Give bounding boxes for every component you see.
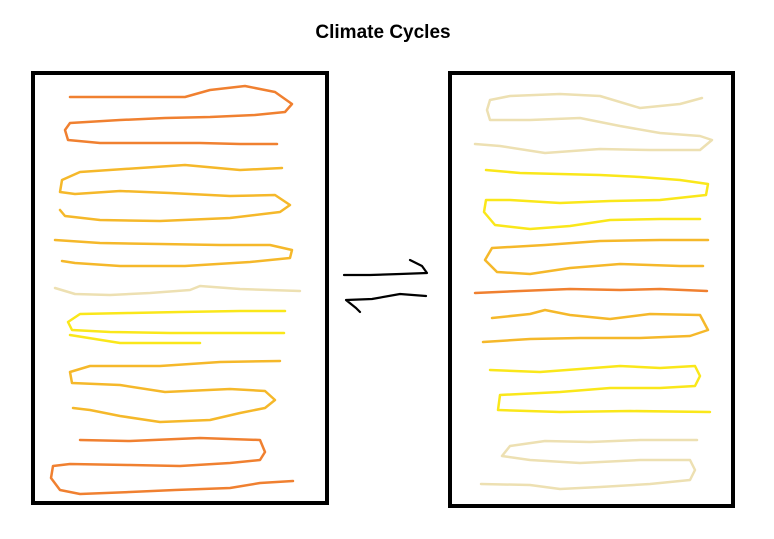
right-layer-2-yellow — [482, 168, 710, 231]
right-layer-4-dark-orange — [473, 287, 709, 295]
backward-arrow — [344, 292, 428, 314]
left-layer-3-orange — [53, 238, 294, 268]
left-layer-2-orange — [58, 163, 292, 223]
right-layer-5-orange — [481, 308, 710, 344]
forward-arrow — [342, 258, 429, 277]
left-layer-7-dark-orange — [49, 436, 295, 496]
left-layer-6-orange — [68, 359, 282, 424]
right-panel — [448, 71, 735, 508]
right-layer-7-pale — [479, 438, 699, 491]
left-layer-4-pale — [53, 284, 302, 297]
left-layer-5-yellow — [66, 309, 287, 345]
diagram-title: Climate Cycles — [315, 22, 451, 43]
equilibrium-arrows-icon — [342, 258, 429, 314]
right-layer-1-pale — [473, 92, 714, 155]
left-layer-1-dark-orange — [63, 84, 294, 146]
left-panel — [31, 71, 329, 505]
right-layer-6-yellow — [488, 364, 712, 414]
right-layer-3-orange — [483, 238, 710, 276]
